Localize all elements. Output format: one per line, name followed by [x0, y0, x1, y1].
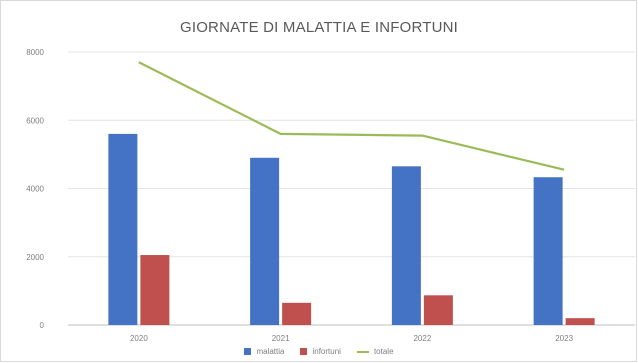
legend-swatch [244, 348, 252, 355]
bar-infortuni-2022 [423, 295, 453, 325]
chart-title: GIORNATE DI MALATTIA E INFORTUNI [179, 19, 459, 36]
legend-label: infortuni [312, 347, 341, 356]
legend-item-infortuni: infortuni [300, 347, 341, 356]
bar-malattia-2023 [533, 177, 563, 325]
line-totale [138, 61, 565, 171]
bar-malattia-2022 [391, 166, 421, 325]
bar-infortuni-2021 [282, 302, 312, 325]
y-tick-label: 4000 [26, 185, 44, 194]
legend-item-malattia: malattia [244, 347, 284, 356]
y-tick-label: 6000 [26, 116, 44, 125]
legend-swatch [300, 348, 308, 355]
chart-legend: malattia infortuni totale [0, 347, 638, 356]
x-tick-label: 2021 [272, 334, 290, 343]
bar-malattia-2020 [108, 133, 138, 325]
legend-label: malattia [256, 347, 285, 356]
bar-infortuni-2020 [140, 255, 170, 325]
legend-label: totale [373, 347, 394, 356]
x-tick-label: 2023 [555, 334, 573, 343]
x-tick-label: 2022 [413, 334, 431, 343]
bar-malattia-2021 [250, 157, 280, 325]
legend-swatch [356, 351, 369, 353]
legend-item-totale: totale [356, 347, 394, 356]
x-tick-label: 2020 [130, 334, 148, 343]
y-tick-label: 0 [40, 321, 45, 330]
bar-infortuni-2023 [565, 318, 595, 325]
y-tick-label: 8000 [26, 48, 44, 57]
y-tick-label: 2000 [26, 253, 44, 262]
